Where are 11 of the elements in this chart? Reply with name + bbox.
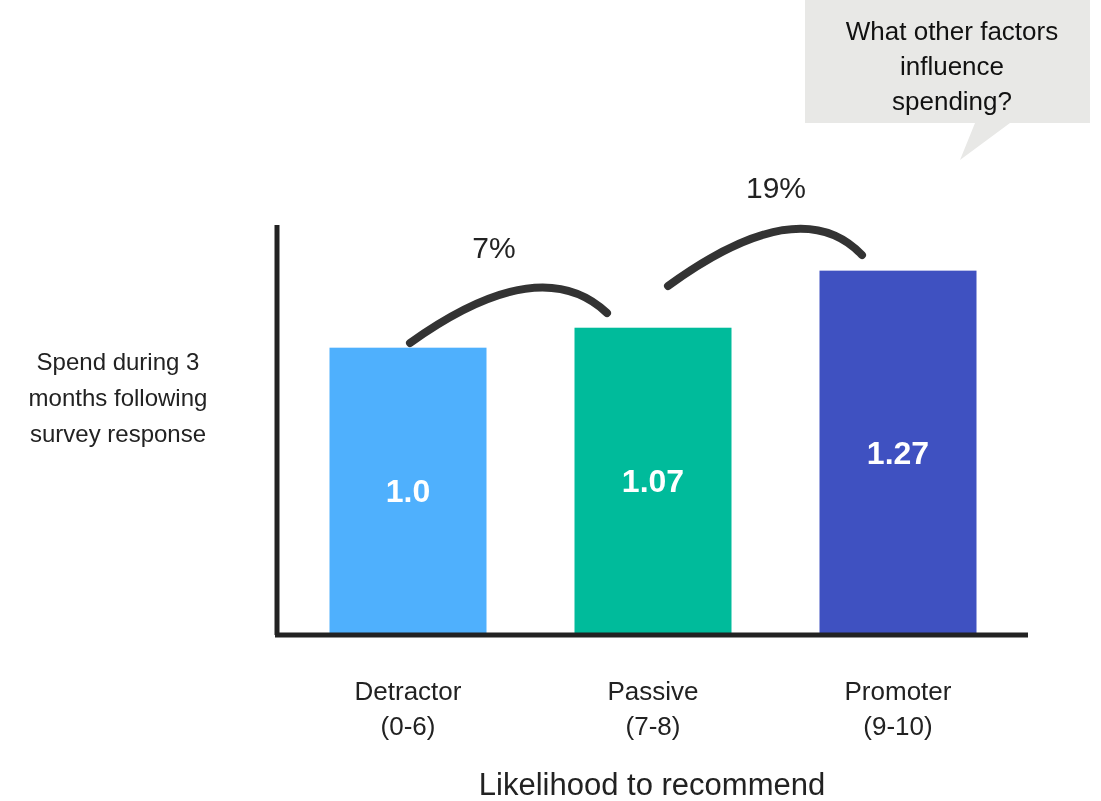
annotation: 7% (472, 231, 516, 264)
data-label: 1.0 (385, 473, 431, 510)
x-tick-label: Detractor (0-6) (354, 676, 462, 741)
x-axis-title: Likelihood to recommend (478, 767, 826, 801)
text: 19% (745, 171, 807, 204)
y-axis-title: Spend during 3 months following survey response (28, 348, 208, 447)
text: What other factors influence spending? (845, 16, 1059, 116)
data-label: 1.07 (621, 463, 685, 500)
x-tick-label: Promoter (9-10) (844, 676, 952, 741)
x-tick-label: Passive (7-8) (607, 676, 699, 741)
data-label: 1.27 (866, 434, 930, 471)
